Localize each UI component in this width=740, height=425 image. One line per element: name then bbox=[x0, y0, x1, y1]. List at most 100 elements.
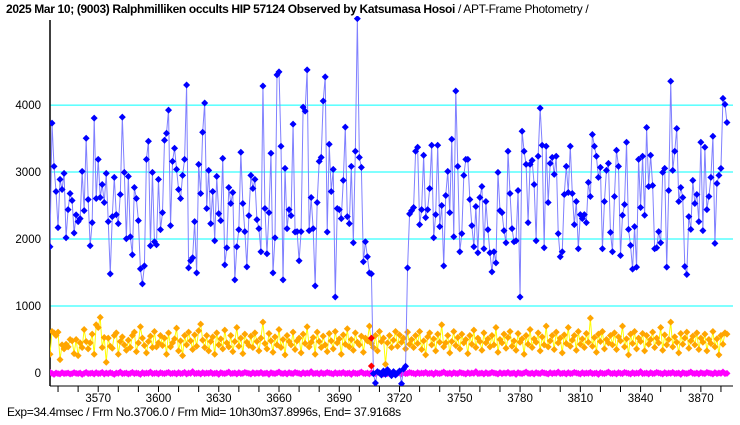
data-point bbox=[619, 211, 627, 219]
data-point bbox=[54, 224, 62, 232]
data-point bbox=[237, 334, 245, 342]
data-point bbox=[572, 346, 580, 354]
data-point bbox=[313, 328, 321, 336]
data-point bbox=[207, 220, 215, 228]
data-point bbox=[388, 344, 395, 352]
data-point bbox=[723, 330, 731, 338]
data-point bbox=[574, 245, 582, 253]
data-point bbox=[213, 172, 221, 180]
data-point bbox=[50, 243, 54, 251]
data-point bbox=[604, 159, 612, 167]
data-point bbox=[343, 213, 351, 221]
data-point bbox=[357, 163, 365, 171]
data-point bbox=[584, 178, 592, 186]
data-point bbox=[355, 341, 363, 349]
data-point bbox=[343, 325, 351, 333]
data-point bbox=[62, 234, 70, 242]
data-point bbox=[108, 344, 116, 352]
data-point bbox=[84, 345, 92, 353]
data-point bbox=[592, 152, 600, 160]
data-point bbox=[683, 328, 691, 336]
data-point bbox=[711, 239, 719, 247]
data-point bbox=[277, 344, 285, 352]
data-point bbox=[715, 351, 723, 359]
data-point bbox=[331, 327, 339, 335]
data-point bbox=[404, 264, 412, 272]
data-point bbox=[627, 241, 635, 249]
data-point bbox=[221, 326, 229, 334]
data-point bbox=[72, 211, 80, 219]
data-point bbox=[339, 176, 347, 184]
data-point bbox=[476, 338, 484, 346]
data-point bbox=[522, 160, 530, 168]
series-line bbox=[50, 18, 728, 384]
data-point bbox=[118, 333, 126, 341]
data-point bbox=[371, 379, 379, 386]
data-point bbox=[556, 334, 564, 342]
data-point bbox=[542, 322, 550, 330]
data-point bbox=[516, 293, 524, 301]
data-point bbox=[50, 162, 58, 170]
data-point bbox=[289, 120, 297, 128]
data-point bbox=[74, 352, 82, 360]
data-point bbox=[187, 337, 195, 345]
data-point bbox=[227, 200, 235, 208]
data-point bbox=[80, 207, 88, 215]
data-point bbox=[488, 268, 496, 276]
data-point bbox=[175, 185, 183, 193]
data-point bbox=[209, 333, 217, 341]
data-point bbox=[88, 330, 96, 338]
data-point bbox=[132, 348, 140, 356]
data-point bbox=[179, 171, 187, 179]
x-tick-label: 3600 bbox=[146, 393, 172, 405]
data-point bbox=[663, 341, 671, 349]
data-point bbox=[197, 320, 205, 328]
data-point bbox=[396, 331, 404, 339]
data-point bbox=[462, 336, 470, 344]
data-point bbox=[631, 327, 639, 335]
data-point bbox=[665, 336, 673, 344]
data-point bbox=[504, 147, 512, 155]
data-point bbox=[249, 344, 257, 352]
data-point bbox=[201, 99, 209, 107]
data-point bbox=[707, 340, 715, 348]
data-point bbox=[163, 350, 171, 358]
data-point bbox=[693, 190, 701, 198]
data-point bbox=[594, 173, 602, 181]
data-point bbox=[436, 338, 444, 346]
data-point bbox=[685, 344, 693, 352]
data-point bbox=[629, 340, 637, 348]
data-point bbox=[60, 169, 68, 177]
data-point bbox=[466, 331, 474, 339]
data-point bbox=[261, 340, 269, 348]
data-point bbox=[695, 346, 703, 354]
data-point bbox=[249, 184, 257, 192]
data-point bbox=[295, 257, 303, 265]
data-point bbox=[534, 329, 542, 337]
data-point bbox=[721, 100, 729, 108]
data-point bbox=[530, 180, 538, 188]
data-point bbox=[291, 346, 299, 354]
data-point bbox=[297, 349, 305, 357]
data-point bbox=[570, 331, 578, 339]
data-point bbox=[448, 135, 456, 143]
data-point bbox=[500, 227, 508, 235]
data-point bbox=[438, 321, 446, 329]
data-point bbox=[227, 331, 235, 339]
data-point bbox=[418, 206, 426, 214]
data-point bbox=[269, 269, 277, 277]
data-point bbox=[365, 322, 373, 330]
data-point bbox=[369, 344, 377, 352]
data-point bbox=[319, 332, 327, 340]
data-point bbox=[233, 323, 241, 331]
data-point bbox=[351, 329, 359, 337]
data-point bbox=[590, 334, 598, 342]
data-point bbox=[450, 233, 458, 241]
data-point bbox=[385, 331, 393, 339]
data-point bbox=[548, 331, 556, 339]
chart-title-suffix: / APT-Frame Photometry / bbox=[455, 2, 589, 16]
data-point bbox=[275, 325, 283, 333]
data-point bbox=[100, 199, 108, 207]
data-point bbox=[506, 189, 514, 197]
data-point bbox=[663, 263, 671, 271]
